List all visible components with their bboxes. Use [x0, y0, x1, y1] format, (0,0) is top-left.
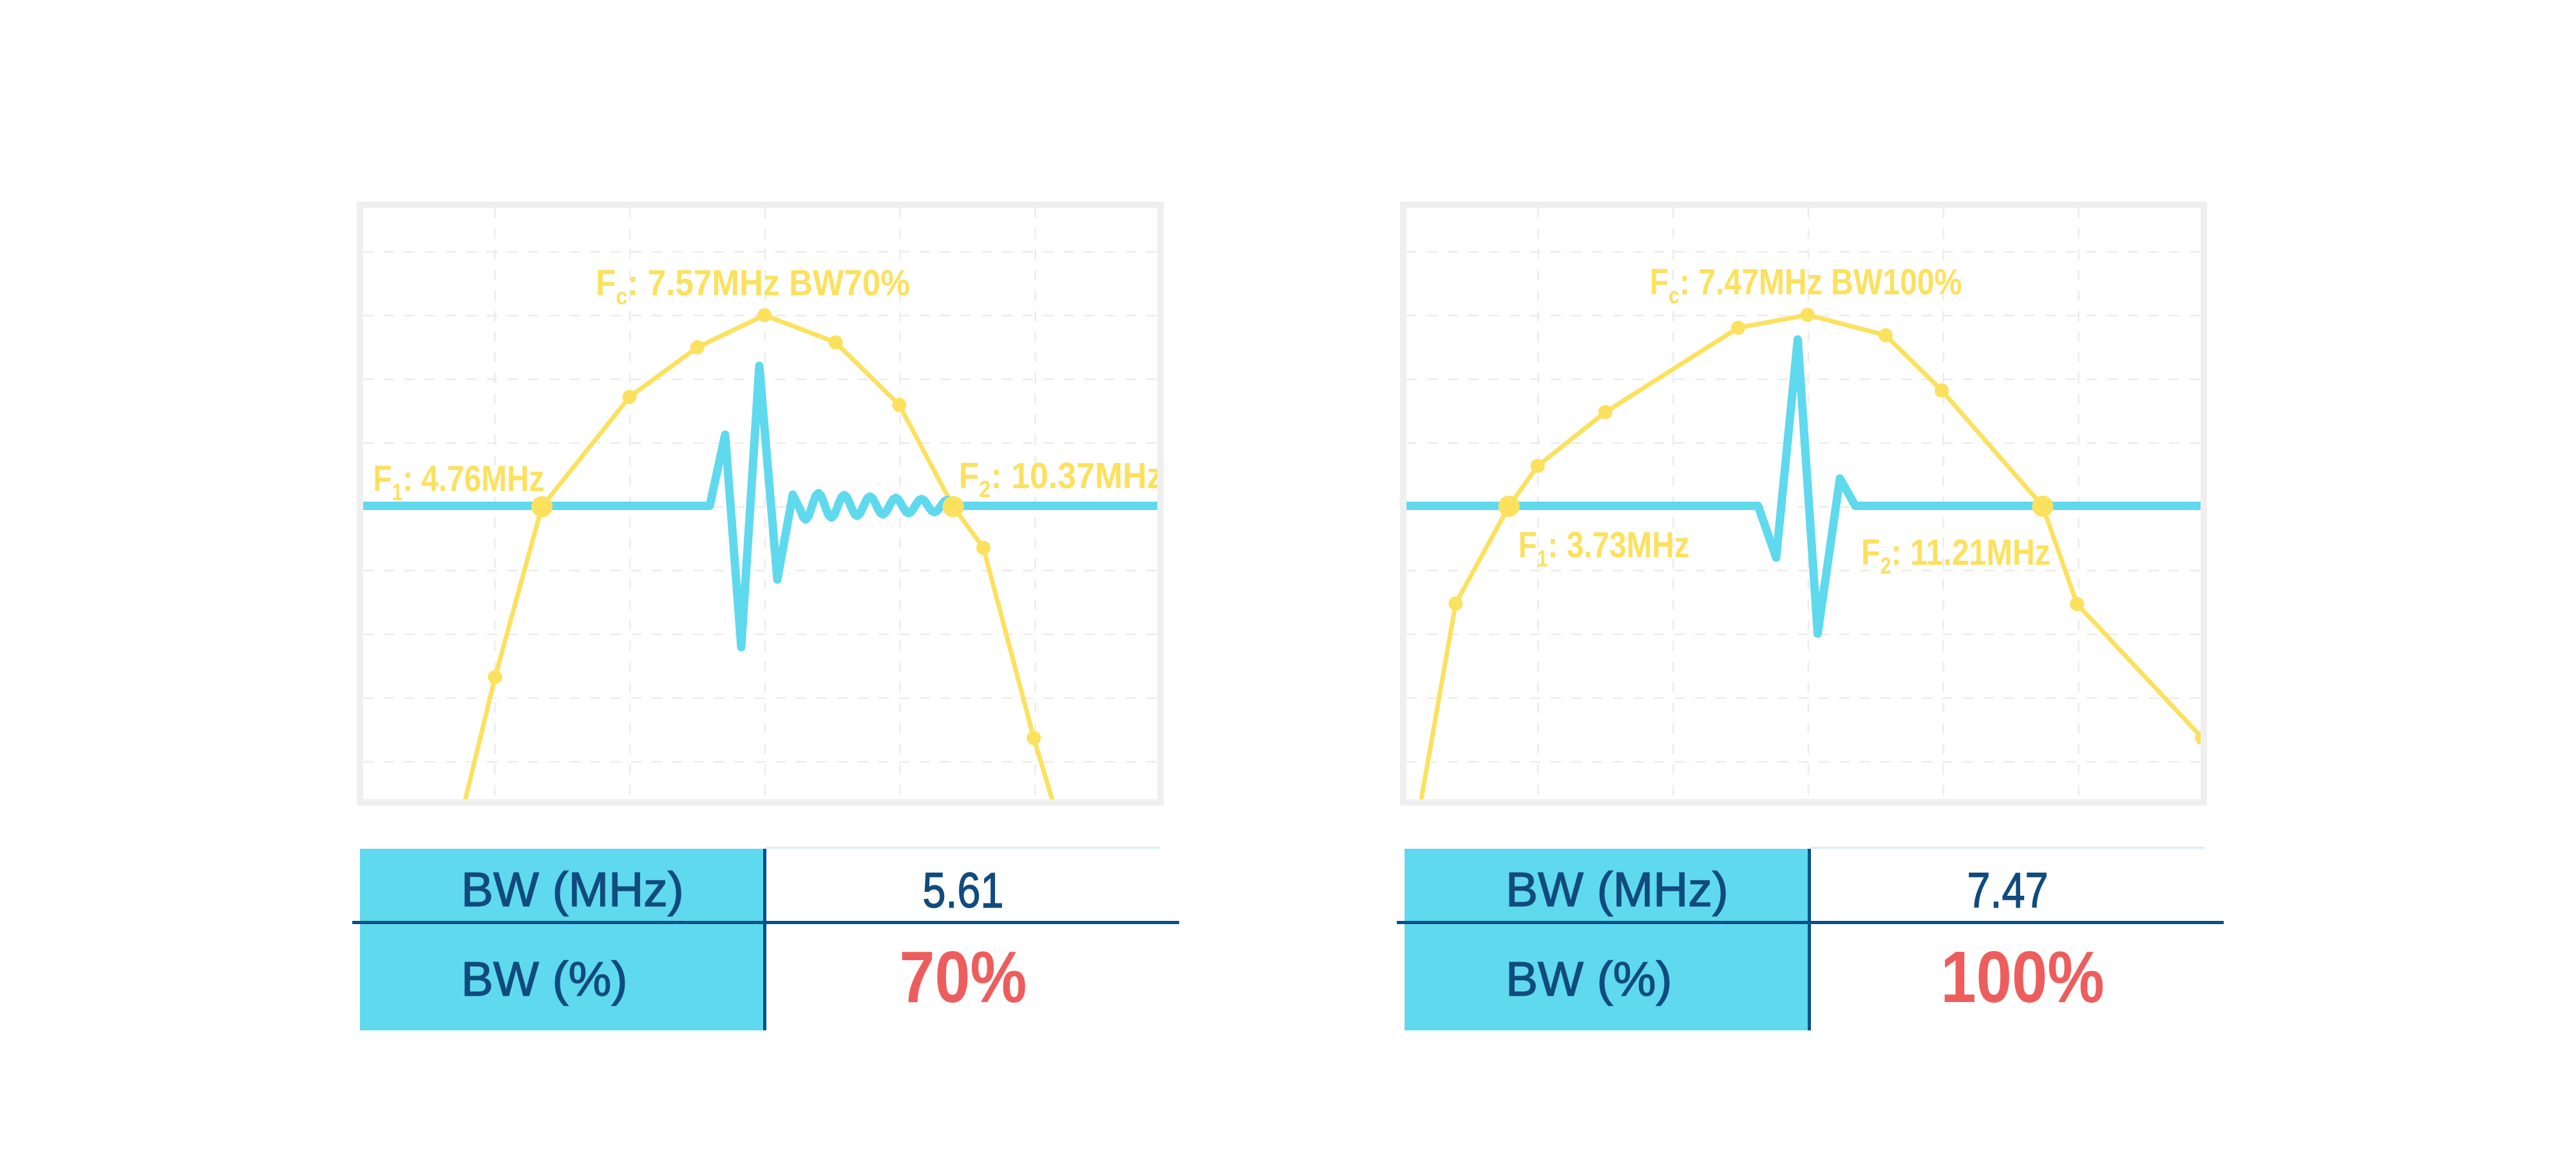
svg-text:F2: 10.37MHz: F2: 10.37MHz — [959, 455, 1164, 502]
svg-text:Fc: 7.47MHz BW100%: Fc: 7.47MHz BW100% — [1650, 261, 1962, 308]
svg-text:F1: 4.76MHz: F1: 4.76MHz — [373, 459, 544, 506]
svg-text:Fc: 7.57MHz BW70%: Fc: 7.57MHz BW70% — [596, 263, 910, 310]
svg-text:F1: 3.73MHz: F1: 3.73MHz — [1519, 524, 1690, 571]
svg-text:F2: 11.21MHz: F2: 11.21MHz — [1861, 532, 2050, 579]
